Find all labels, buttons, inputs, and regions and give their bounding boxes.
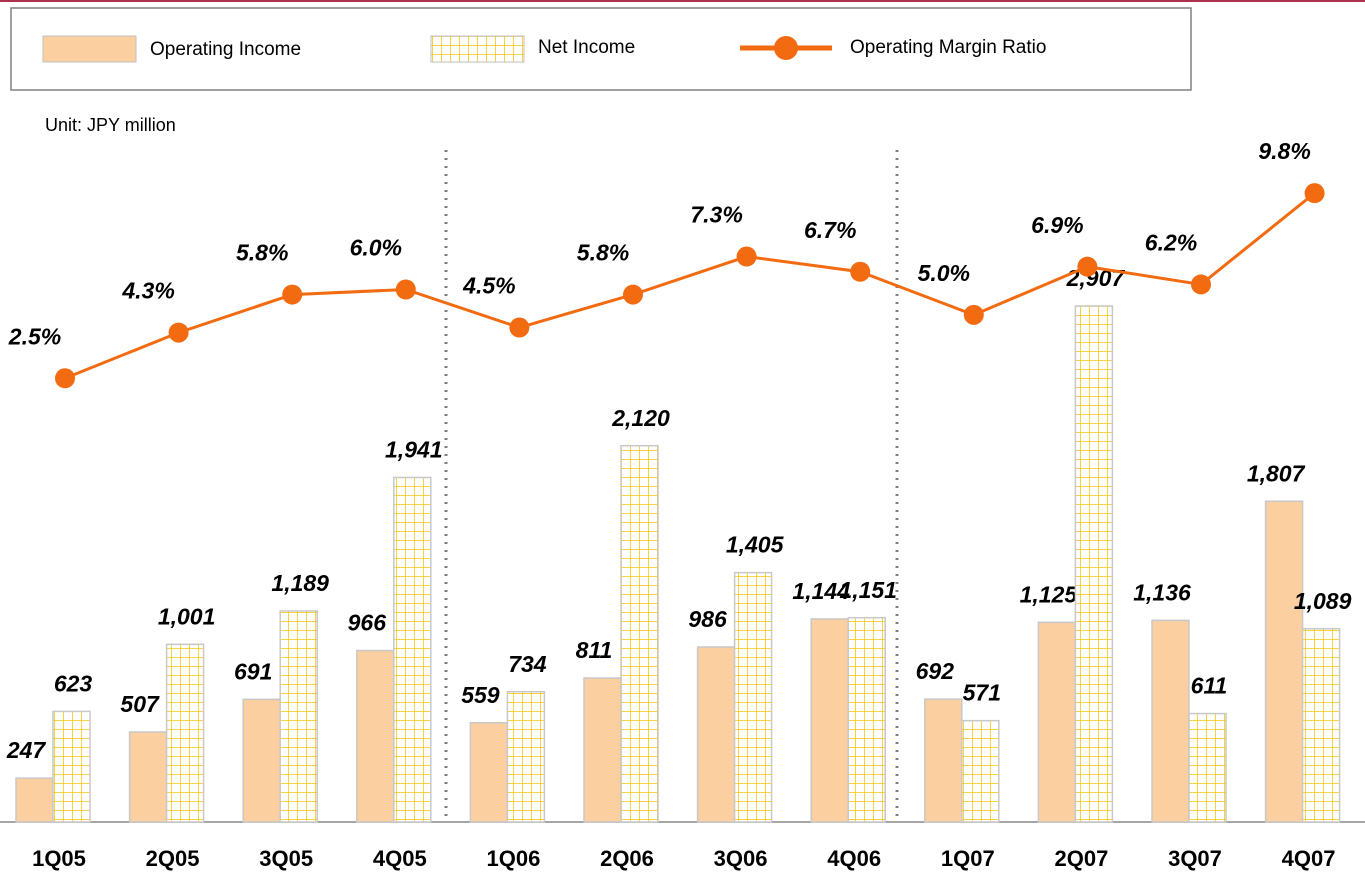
line-marker [55, 368, 75, 389]
bar [356, 649, 395, 823]
bar [279, 610, 318, 823]
line-marker [1077, 256, 1098, 277]
data-label: 2.5% [8, 323, 61, 349]
data-label: 611 [1191, 673, 1228, 699]
bar [733, 571, 773, 823]
bar [469, 722, 509, 823]
x-tick-label: 4Q06 [827, 846, 881, 871]
bar [1037, 621, 1077, 823]
x-tick-label: 1Q07 [941, 846, 995, 871]
legend-label: Operating Income [150, 39, 301, 60]
x-tick-label: 4Q05 [373, 846, 427, 871]
data-label: 966 [348, 610, 387, 636]
line [64, 191, 1316, 380]
bar [1151, 619, 1190, 823]
data-label: 1,136 [1133, 579, 1191, 605]
bar [52, 710, 91, 823]
bar [506, 690, 546, 823]
legend-swatch [774, 36, 798, 60]
bar [1264, 500, 1304, 823]
x-tick-label: 1Q05 [32, 846, 86, 871]
data-label: 4.5% [462, 273, 515, 299]
bar [128, 731, 168, 823]
data-label: 507 [120, 691, 160, 717]
data-label: 559 [461, 682, 500, 708]
data-label: 1,941 [385, 437, 443, 463]
x-tick-label: 2Q07 [1054, 846, 1108, 871]
bar [1188, 712, 1227, 823]
data-label: 811 [576, 637, 613, 663]
data-label: 7.3% [690, 202, 742, 228]
data-label: 5.8% [577, 240, 629, 266]
bar [810, 618, 849, 823]
data-label: 986 [688, 606, 727, 632]
data-label: 571 [963, 680, 1001, 706]
bar [1074, 305, 1114, 823]
line-marker [1304, 183, 1325, 204]
data-label: 1,807 [1247, 460, 1306, 486]
subtitle: Unit: JPY million [45, 115, 176, 135]
legend-box [10, 7, 1192, 91]
x-tick-label: 3Q05 [259, 846, 313, 871]
bar [165, 643, 205, 823]
bar [847, 616, 886, 823]
line-marker [168, 322, 189, 343]
line-marker [850, 261, 871, 282]
bar [583, 677, 622, 823]
data-label: 4.3% [121, 278, 174, 304]
data-label: 1,089 [1294, 588, 1352, 614]
data-label: 623 [54, 670, 93, 696]
legend-swatch [430, 35, 525, 63]
data-label: 5.0% [918, 260, 970, 286]
bar [1301, 627, 1341, 823]
bar [696, 646, 736, 823]
data-label: 691 [234, 658, 272, 684]
bar [15, 777, 54, 823]
legend-label: Net Income [538, 37, 635, 58]
x-tick-label: 1Q06 [486, 846, 540, 871]
data-label: 1,144 [792, 578, 850, 604]
line-marker [963, 304, 984, 325]
data-label: 1,001 [158, 603, 216, 629]
legend-label: Operating Margin Ratio [850, 37, 1046, 58]
data-label: 1,125 [1020, 581, 1079, 607]
x-tick-label: 4Q07 [1282, 846, 1336, 871]
data-label: 247 [6, 737, 47, 763]
line-marker [1191, 274, 1211, 295]
data-label: 734 [508, 651, 547, 677]
data-label: 6.7% [804, 217, 856, 243]
bar [242, 698, 281, 823]
x-tick-label: 2Q06 [600, 846, 654, 871]
line-marker [736, 246, 757, 267]
bar [961, 719, 1000, 823]
data-label: 6.2% [1145, 230, 1197, 256]
bar [393, 476, 432, 823]
data-label: 6.9% [1031, 212, 1083, 238]
data-label: 1,405 [726, 532, 785, 558]
data-label: 1,151 [839, 577, 897, 603]
line-marker [623, 284, 643, 305]
legend-swatch [42, 35, 137, 63]
data-label: 2,120 [611, 405, 670, 431]
data-label: 1,189 [271, 570, 329, 596]
data-label: 9.8% [1258, 138, 1310, 164]
data-label: 692 [916, 658, 955, 684]
bar [924, 698, 963, 823]
data-label: 6.0% [350, 235, 402, 261]
bar [620, 444, 659, 823]
x-tick-label: 3Q07 [1168, 846, 1222, 871]
line-marker [282, 284, 303, 305]
line-marker [509, 317, 530, 338]
data-label: 5.8% [236, 240, 288, 266]
x-tick-label: 2Q05 [146, 846, 200, 871]
x-tick-label: 3Q06 [714, 846, 768, 871]
line-marker [395, 279, 416, 300]
